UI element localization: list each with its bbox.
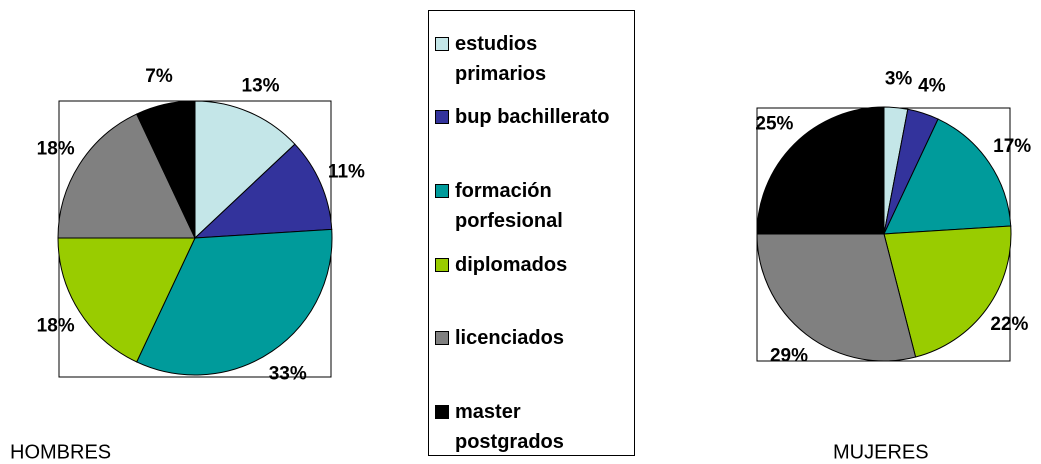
data-label: 3%: [885, 69, 913, 90]
data-label: 11%: [328, 161, 365, 182]
legend-swatch: [435, 258, 449, 272]
legend-label: estudios primarios: [455, 33, 547, 85]
legend-label: bup bachillerato: [455, 106, 610, 128]
pie-slice: [57, 113, 196, 239]
legend-label: master postgrados: [455, 401, 564, 453]
pie-slice: [136, 228, 333, 376]
pie-slice: [194, 100, 296, 240]
legend-swatch: [435, 405, 449, 419]
data-label: 7%: [145, 66, 173, 87]
chart-title: MUJERES: [833, 441, 929, 463]
data-label: 18%: [37, 139, 75, 160]
data-label: 33%: [269, 363, 307, 384]
pie-slice: [57, 237, 196, 363]
legend-swatch: [435, 184, 449, 198]
data-label: 25%: [755, 113, 793, 134]
legend-swatch: [435, 37, 449, 51]
data-label: 18%: [37, 315, 75, 336]
legend-swatch: [435, 110, 449, 124]
pie-slice: [756, 106, 885, 235]
legend-swatch: [435, 331, 449, 345]
legend-label: licenciados: [455, 327, 564, 349]
data-label: 13%: [242, 76, 280, 97]
chart-title: HOMBRES: [10, 441, 111, 463]
legend-label: diplomados: [455, 254, 568, 276]
pie-slice: [136, 100, 196, 239]
data-label: 22%: [990, 314, 1028, 335]
data-label: 29%: [770, 345, 808, 366]
pie-slice: [883, 118, 1012, 235]
data-label: 17%: [993, 136, 1031, 157]
pie-slice: [756, 233, 917, 362]
data-label: 4%: [918, 76, 946, 97]
pie-slice: [883, 225, 1012, 358]
legend: estudios primarios bup bachillerato formac…: [428, 10, 635, 456]
legend-label: formación porfesional: [455, 180, 563, 232]
pie-slice: [193, 143, 333, 239]
